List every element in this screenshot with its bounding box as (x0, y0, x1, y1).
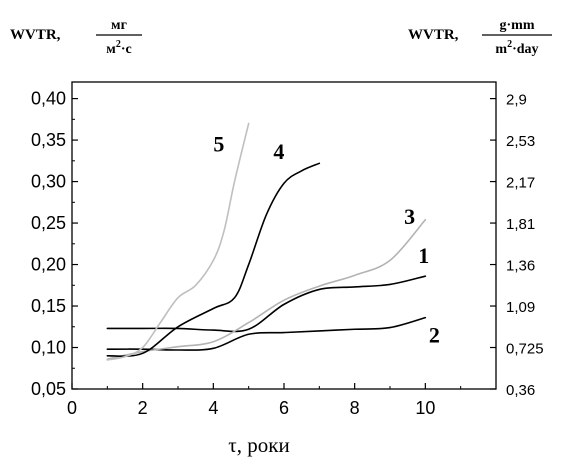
y-tick-label: 0,10 (31, 338, 66, 358)
series-4-label: 4 (273, 139, 284, 164)
right-y-axis-title-denominator: m2·day (495, 39, 538, 57)
y-tick-label: 0,05 (31, 379, 66, 399)
y2-tick-label: 2,9 (506, 92, 527, 109)
y-tick-label: 0,20 (31, 255, 66, 275)
y2-tick-label: 1,36 (506, 258, 535, 275)
y2-tick-label: 0,725 (506, 341, 544, 358)
y2-tick-label: 2,53 (506, 133, 535, 150)
y2-tick-label: 1,09 (506, 299, 535, 316)
y-tick-label: 0,40 (31, 89, 66, 109)
series-5-label: 5 (213, 132, 224, 157)
x-tick-label: 2 (138, 398, 148, 418)
series-5-line (106, 122, 250, 361)
x-tick-label: 10 (415, 398, 435, 418)
x-tick-label: 6 (279, 398, 289, 418)
series-group: 1 2 3 4 5 (106, 122, 440, 361)
y2-tick-label: 2,17 (506, 175, 535, 192)
left-y-axis-title-numerator: мг (111, 18, 127, 33)
x-axis-title: τ, роки (228, 433, 289, 457)
series-3-line (106, 218, 427, 360)
y2-tick-label: 0,36 (506, 382, 535, 399)
series-1-line (106, 275, 427, 333)
left-y-axis-title-denominator: м2·с (106, 39, 131, 57)
right-y-axis-title-prefix: WVTR, (408, 27, 459, 43)
ticks: 0 2 4 6 8 10 0,05 0,10 0,15 0,20 0,25 0,30 0,35 0,40 2… (31, 89, 544, 418)
y-tick-label: 0,30 (31, 172, 66, 192)
left-y-axis-title-prefix: WVTR, (10, 27, 61, 43)
y-tick-label: 0,35 (31, 130, 66, 150)
series-3-label: 3 (404, 204, 415, 229)
y-tick-label: 0,15 (31, 296, 66, 316)
y-tick-label: 0,25 (31, 213, 66, 233)
series-4-line (106, 162, 321, 358)
x-tick-label: 4 (208, 398, 218, 418)
y2-tick-label: 1,81 (506, 216, 535, 233)
right-y-axis-title-numerator: g·mm (500, 18, 535, 33)
series-2-label: 2 (429, 323, 440, 348)
series-1-label: 1 (418, 243, 429, 268)
x-tick-label: 0 (67, 398, 77, 418)
labels: τ, роки WVTR, мг м2·с WVTR, g·mm m2·day (10, 18, 552, 457)
x-tick-label: 8 (350, 398, 360, 418)
